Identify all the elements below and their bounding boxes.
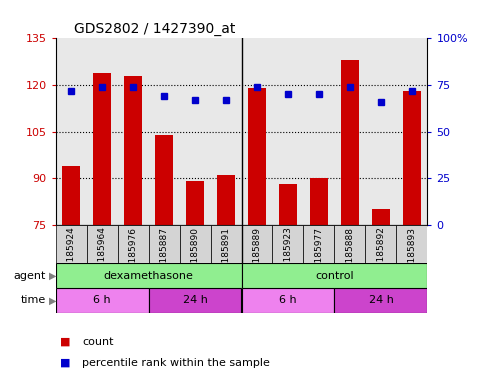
Text: GDS2802 / 1427390_at: GDS2802 / 1427390_at bbox=[74, 22, 236, 36]
Text: count: count bbox=[82, 337, 114, 347]
Text: control: control bbox=[315, 270, 354, 281]
Bar bbox=[211, 225, 242, 263]
Bar bbox=[180, 225, 211, 263]
Text: ▶: ▶ bbox=[49, 270, 57, 281]
Bar bbox=[56, 263, 242, 288]
Text: percentile rank within the sample: percentile rank within the sample bbox=[82, 358, 270, 368]
Text: GSM185893: GSM185893 bbox=[408, 227, 416, 281]
Bar bbox=[242, 225, 272, 263]
Text: GSM185889: GSM185889 bbox=[253, 227, 261, 281]
Bar bbox=[372, 209, 390, 384]
Text: GSM185887: GSM185887 bbox=[159, 227, 169, 281]
Text: GSM185890: GSM185890 bbox=[190, 227, 199, 281]
Bar bbox=[186, 181, 204, 384]
Text: 24 h: 24 h bbox=[183, 295, 208, 306]
Text: GSM185976: GSM185976 bbox=[128, 227, 138, 281]
Text: time: time bbox=[21, 295, 46, 306]
Text: GSM185891: GSM185891 bbox=[222, 227, 230, 281]
Bar bbox=[397, 225, 427, 263]
Bar bbox=[403, 91, 421, 384]
Text: ■: ■ bbox=[60, 337, 71, 347]
Bar bbox=[334, 288, 427, 313]
Bar bbox=[303, 225, 334, 263]
Bar bbox=[272, 225, 303, 263]
Text: 24 h: 24 h bbox=[369, 295, 394, 306]
Text: ▶: ▶ bbox=[49, 295, 57, 306]
Bar bbox=[334, 225, 366, 263]
Bar bbox=[366, 225, 397, 263]
Bar bbox=[217, 175, 235, 384]
Text: ■: ■ bbox=[60, 358, 71, 368]
Text: GSM185964: GSM185964 bbox=[98, 227, 107, 281]
Bar bbox=[310, 178, 328, 384]
Bar bbox=[124, 76, 142, 384]
Bar bbox=[117, 225, 149, 263]
Bar bbox=[149, 225, 180, 263]
Text: GSM185977: GSM185977 bbox=[314, 227, 324, 281]
Bar bbox=[93, 73, 112, 384]
Text: GSM185924: GSM185924 bbox=[67, 227, 75, 281]
Bar bbox=[248, 88, 266, 384]
Text: agent: agent bbox=[14, 270, 46, 281]
Bar bbox=[242, 288, 334, 313]
Text: 6 h: 6 h bbox=[279, 295, 297, 306]
Bar bbox=[62, 166, 80, 384]
Bar bbox=[279, 184, 297, 384]
Text: GSM185892: GSM185892 bbox=[376, 227, 385, 281]
Bar bbox=[341, 60, 359, 384]
Text: dexamethasone: dexamethasone bbox=[103, 270, 194, 281]
Bar bbox=[242, 263, 427, 288]
Bar bbox=[149, 288, 242, 313]
Bar bbox=[155, 135, 173, 384]
Bar bbox=[86, 225, 117, 263]
Text: GSM185888: GSM185888 bbox=[345, 227, 355, 281]
Bar bbox=[56, 225, 86, 263]
Text: 6 h: 6 h bbox=[93, 295, 111, 306]
Bar bbox=[56, 288, 149, 313]
Text: GSM185923: GSM185923 bbox=[284, 227, 293, 281]
